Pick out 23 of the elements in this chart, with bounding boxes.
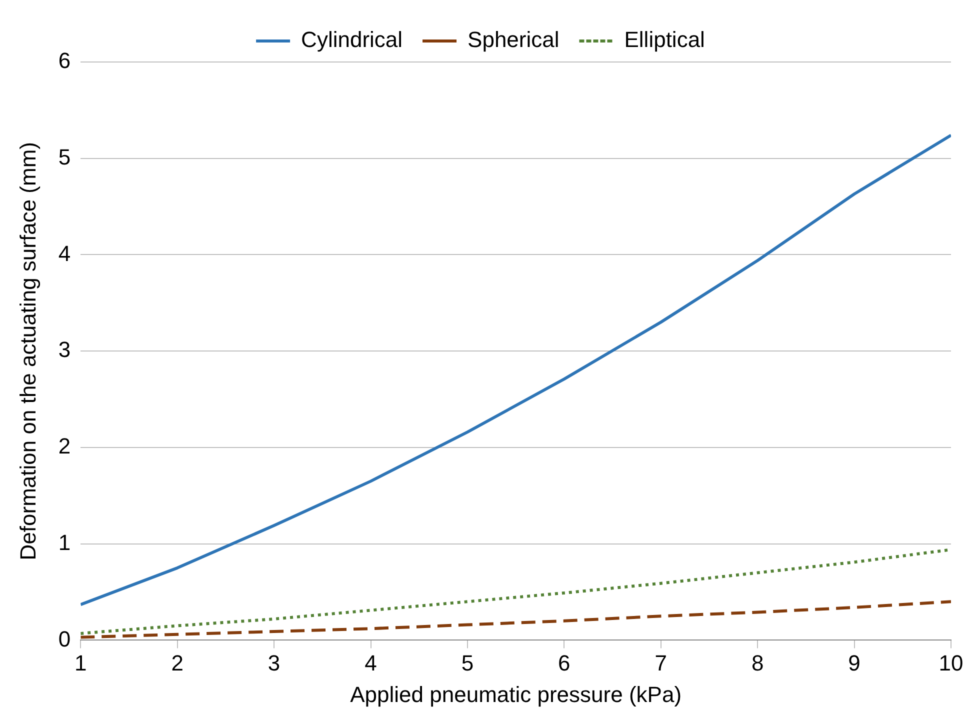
x-tick-label: 7 (654, 650, 668, 676)
x-tick-label: 6 (558, 650, 570, 676)
x-tick-label: 5 (461, 650, 474, 676)
x-tick-label: 2 (171, 650, 184, 676)
x-tick-label: 10 (938, 650, 964, 676)
y-tick-label: 3 (58, 337, 71, 362)
x-tick-label: 8 (751, 650, 764, 676)
x-tick-label: 1 (74, 650, 87, 676)
y-tick-label: 6 (58, 48, 71, 74)
x-axis-title: Applied pneumatic pressure (kPa) (350, 682, 682, 707)
x-tick-label: 3 (268, 650, 280, 676)
legend-label: Spherical (468, 27, 560, 52)
line-series (80, 600, 951, 639)
legend-label: Elliptical (624, 27, 705, 52)
y-axis-title: Deformation on the actuating surface (mm) (15, 142, 40, 560)
legend-label: Cylindrical (301, 27, 403, 52)
y-tick-label: 4 (58, 240, 71, 266)
y-tick-label: 1 (58, 530, 71, 555)
x-tick-label: 9 (848, 650, 860, 676)
y-tick-label: 5 (58, 144, 71, 170)
y-tick-label: 2 (58, 434, 71, 459)
x-tick-label: 4 (364, 650, 377, 676)
y-tick-label: 0 (58, 626, 71, 652)
